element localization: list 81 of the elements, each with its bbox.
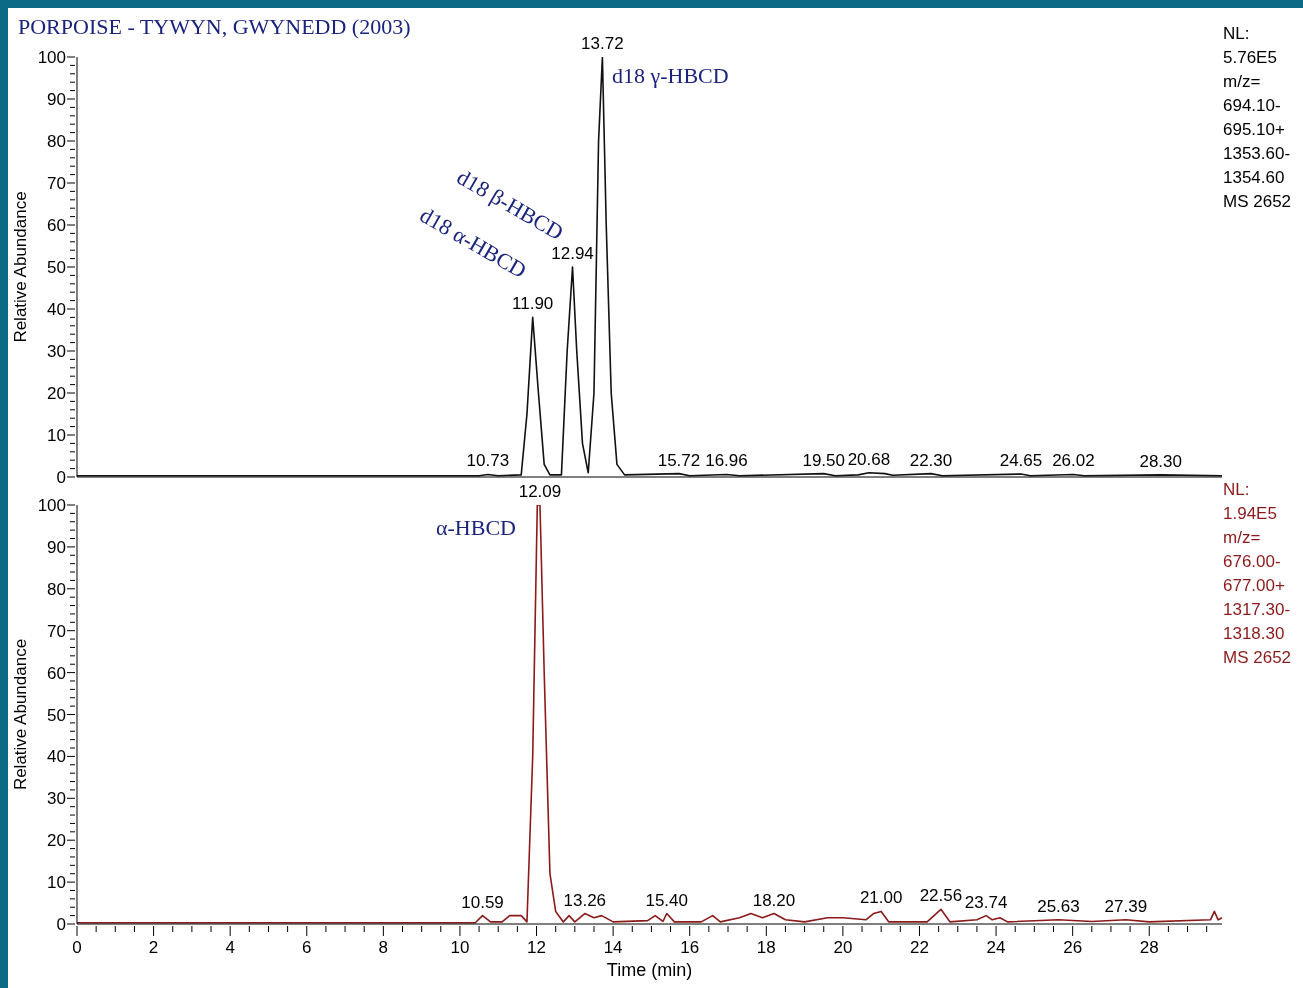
text: 1317.30- bbox=[1223, 599, 1292, 621]
annotation: 10.73 bbox=[466, 451, 510, 471]
x-tick-label: 26 bbox=[1063, 938, 1083, 957]
y-tick-label: 90 bbox=[47, 90, 66, 109]
annotation: 12.09 bbox=[518, 482, 562, 501]
y-tick-label: 70 bbox=[47, 621, 66, 641]
annotation: 13.26 bbox=[563, 890, 607, 910]
annotation: 25.63 bbox=[1037, 896, 1080, 916]
x-tick-label: 18 bbox=[756, 938, 776, 957]
x-tick-label: 22 bbox=[910, 938, 929, 957]
y-axis-title: Relative Abundance bbox=[11, 638, 31, 791]
annotation: 23.74 bbox=[964, 892, 1008, 912]
y-tick-label: 90 bbox=[47, 537, 66, 557]
y-tick-label: 60 bbox=[47, 663, 66, 683]
y-tick-label: 60 bbox=[47, 216, 66, 235]
text: 1.94E5 bbox=[1223, 503, 1278, 525]
text: 676.00- bbox=[1223, 551, 1282, 573]
annotation: d18 γ-HBCD bbox=[612, 63, 729, 88]
y-tick-label: 30 bbox=[47, 342, 66, 361]
annotation: 27.39 bbox=[1104, 896, 1148, 916]
annotation: 18.20 bbox=[752, 890, 796, 910]
x-tick-label: 2 bbox=[148, 938, 159, 957]
x-tick-label: 16 bbox=[680, 938, 700, 957]
annotation: 19.50 bbox=[802, 450, 846, 470]
y-tick-label: 0 bbox=[56, 468, 66, 487]
y-tick-label: 100 bbox=[37, 496, 66, 515]
x-tick-label: 6 bbox=[302, 938, 312, 957]
y-tick-label: 70 bbox=[47, 174, 66, 193]
y-tick-label: 100 bbox=[37, 48, 66, 67]
text: 695.10+ bbox=[1223, 119, 1286, 141]
y-tick-label: 80 bbox=[47, 579, 66, 599]
x-tick-label: 24 bbox=[986, 938, 1006, 957]
x-tick-label: 8 bbox=[378, 938, 389, 957]
text: NL: bbox=[1223, 23, 1251, 45]
chart-title: PORPOISE - TYWYN, GWYNEDD (2003) bbox=[18, 14, 411, 40]
annotation: 28.30 bbox=[1139, 451, 1182, 471]
text: m/z= bbox=[1223, 71, 1262, 93]
text: 1354.60 bbox=[1223, 167, 1286, 189]
text: 694.10- bbox=[1223, 95, 1282, 117]
y-tick-label: 20 bbox=[47, 384, 66, 403]
y-axis-title: Relative Abundance bbox=[11, 191, 31, 343]
text: 1353.60- bbox=[1223, 143, 1292, 165]
text: 1318.30 bbox=[1223, 623, 1286, 645]
annotation: 22.30 bbox=[909, 450, 953, 470]
x-axis-title: Time (min) bbox=[606, 960, 693, 980]
annotation: α-HBCD bbox=[436, 515, 516, 540]
x-tick-label: 10 bbox=[450, 938, 470, 957]
y-tick-label: 40 bbox=[47, 300, 66, 319]
text: 5.76E5 bbox=[1223, 47, 1278, 69]
y-tick-label: 10 bbox=[47, 873, 66, 893]
y-tick-label: 30 bbox=[47, 789, 66, 809]
x-tick-label: 0 bbox=[72, 938, 82, 957]
annotation: 15.40 bbox=[645, 890, 689, 910]
annotation: 11.90 bbox=[512, 294, 554, 314]
y-tick-label: 40 bbox=[47, 747, 66, 767]
x-tick-label: 28 bbox=[1139, 938, 1159, 957]
text: 677.00+ bbox=[1223, 575, 1286, 597]
annotation: 26.02 bbox=[1052, 451, 1095, 471]
annotation: 24.65 bbox=[999, 451, 1043, 471]
x-tick-label: 12 bbox=[527, 938, 546, 957]
x-tick-label: 20 bbox=[833, 938, 853, 957]
x-tick-label: 14 bbox=[603, 938, 623, 957]
y-tick-label: 80 bbox=[47, 132, 66, 151]
annotation: 12.94 bbox=[551, 244, 594, 263]
annotation: 13.72 bbox=[581, 34, 624, 53]
annotation: 16.96 bbox=[705, 451, 748, 471]
annotation: 21.00 bbox=[859, 888, 903, 908]
y-tick-label: 10 bbox=[47, 426, 66, 445]
y-tick-label: 50 bbox=[47, 258, 66, 277]
text: MS 2652 bbox=[1223, 647, 1292, 669]
annotation: 15.72 bbox=[657, 450, 701, 470]
annotation: 20.68 bbox=[847, 449, 891, 469]
text: NL: bbox=[1223, 479, 1251, 501]
y-tick-label: 0 bbox=[56, 915, 66, 934]
annotation: 10.59 bbox=[461, 892, 504, 912]
annotation: 22.56 bbox=[919, 886, 963, 906]
text: m/z= bbox=[1223, 527, 1262, 549]
y-tick-label: 50 bbox=[47, 705, 66, 725]
text: MS 2652 bbox=[1223, 191, 1292, 213]
y-tick-label: 20 bbox=[47, 831, 66, 851]
x-tick-label: 4 bbox=[225, 938, 235, 957]
